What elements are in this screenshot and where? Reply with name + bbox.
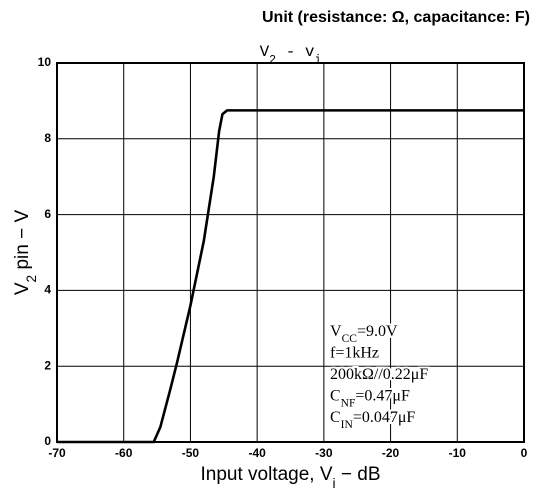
x-axis-label-part: Input voltage, V [201, 464, 333, 485]
plot-frame [56, 62, 525, 443]
y-tick-label: 10 [38, 55, 52, 69]
annotation-part: IN [341, 419, 354, 431]
y-tick-label: 6 [44, 207, 51, 221]
chart-title-part: V [260, 43, 270, 61]
y-tick-label: 4 [44, 283, 51, 297]
x-axis-label: Input voltage, Vi − dB [201, 464, 381, 491]
annotation-part: f=1kHz [330, 345, 379, 362]
annotation: CIN=0.047μF [330, 409, 415, 431]
y-axis-label: V2 pin − V [12, 210, 39, 296]
header: Unit (resistance: Ω, capacitance: F) [262, 9, 530, 26]
y-tick-label: 8 [44, 131, 51, 145]
y-axis-label-part: V [12, 282, 33, 295]
annotation-part: NF [341, 398, 356, 410]
annotation-part: =9.0V [357, 323, 398, 340]
annotation: CNF=0.47μF [330, 388, 410, 410]
x-tick-label: 0 [521, 446, 528, 460]
annotation: 200kΩ//0.22μF [330, 366, 428, 383]
x-tick-label: -60 [115, 446, 133, 460]
chart-title-part: i [315, 54, 322, 67]
x-tick-label: -70 [48, 446, 66, 460]
annotation-part: =0.047μF [353, 409, 416, 426]
annotation: f=1kHz [330, 345, 379, 362]
x-tick-label: -20 [382, 446, 400, 460]
x-tick-label: -40 [248, 446, 266, 460]
x-tick-label: -50 [182, 446, 200, 460]
y-axis-label-part: 2 [24, 275, 39, 283]
annotation-part: CC [342, 333, 358, 345]
annotation-part: C [330, 388, 341, 405]
chart-title-part: 2 [269, 54, 276, 67]
y-axis-label-part: pin − V [12, 210, 33, 275]
annotation-part: 200kΩ//0.22μF [330, 366, 428, 383]
chart-title-part: - v [276, 43, 315, 61]
chart-title: V2 - vi [260, 43, 322, 67]
annotation: VCC=9.0V [330, 323, 398, 345]
x-axis-label-part: i [333, 476, 336, 491]
x-tick-label: -30 [315, 446, 333, 460]
annotation-part: C [330, 409, 341, 426]
annotation-part: V [330, 323, 342, 340]
y-tick-label: 2 [44, 358, 51, 372]
x-axis-label-part: − dB [336, 464, 381, 485]
x-tick-label: -10 [449, 446, 467, 460]
line [57, 109, 524, 444]
annotation-part: =0.47μF [355, 388, 410, 405]
y-tick-label: 0 [44, 434, 51, 448]
